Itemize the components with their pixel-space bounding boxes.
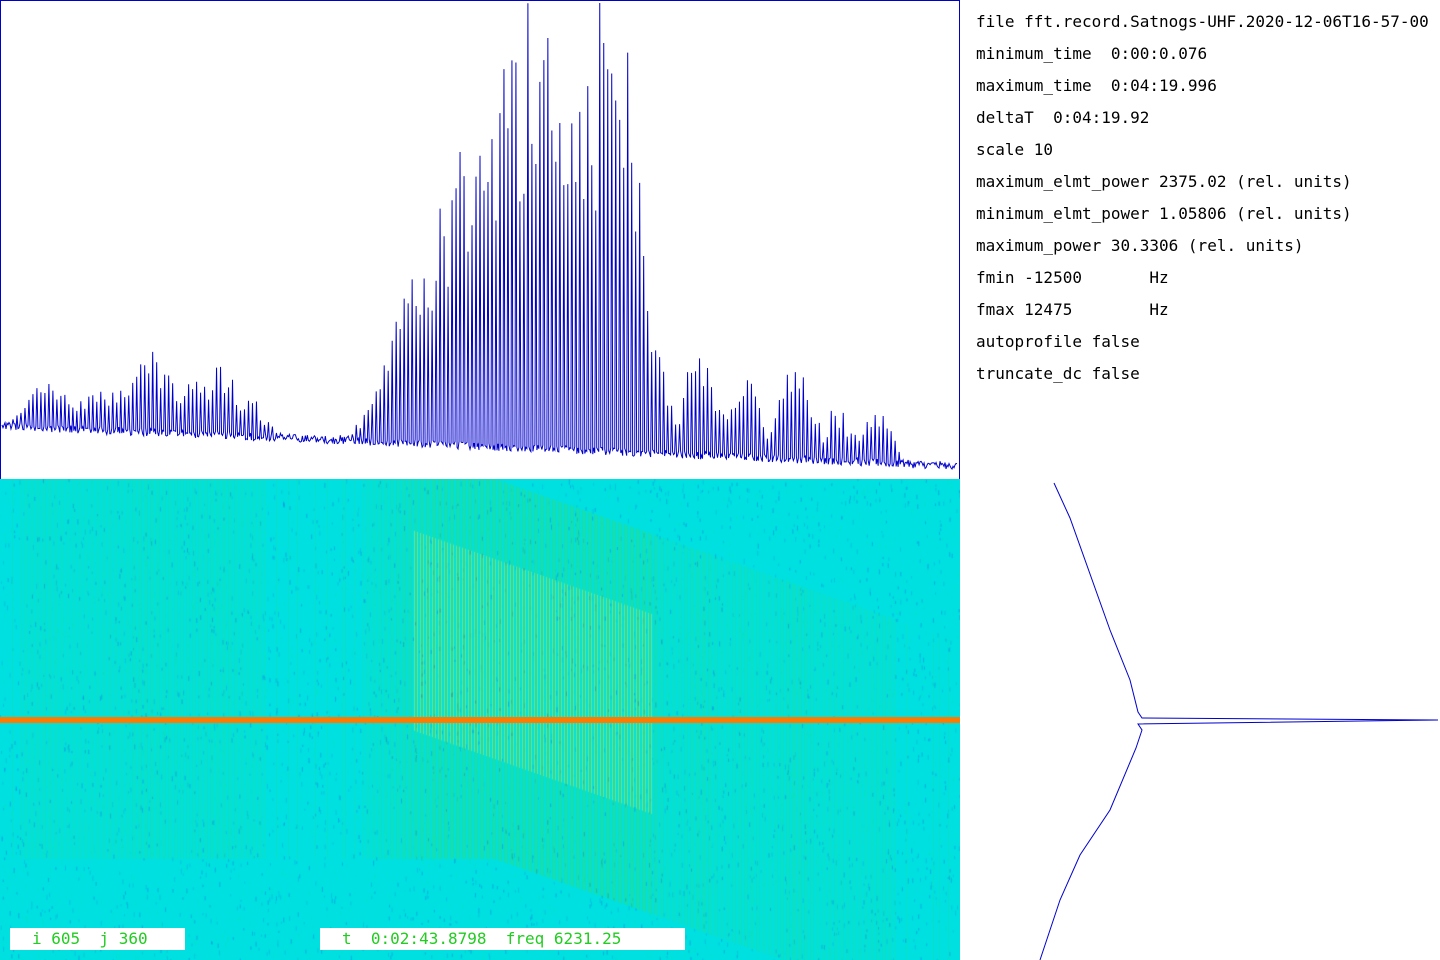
fmax: fmax 12475 Hz	[976, 300, 1169, 319]
time-cursor-line[interactable]	[0, 717, 960, 723]
spectrum-plot[interactable]	[0, 0, 960, 479]
maximum-time: maximum_time 0:04:19.996	[976, 76, 1217, 95]
maximum-elmt-power: maximum_elmt_power 2375.02 (rel. units)	[976, 172, 1352, 191]
autoprofile: autoprofile false	[976, 332, 1140, 351]
scale: scale 10	[976, 140, 1054, 159]
minimum-time: minimum_time 0:00:0.076	[976, 44, 1208, 63]
file-name: file fft.record.Satnogs-UHF.2020-12-06T1…	[976, 12, 1429, 31]
spectrum-trace	[1, 2, 958, 471]
minimum-elmt-power: minimum_elmt_power 1.05806 (rel. units)	[976, 204, 1352, 223]
fmin: fmin -12500 Hz	[976, 268, 1169, 287]
maximum-power: maximum_power 30.3306 (rel. units)	[976, 236, 1304, 255]
cursor-time-freq-readout: t 0:02:43.8798 freq 6231.25	[320, 928, 685, 950]
info-panel: file fft.record.Satnogs-UHF.2020-12-06T1…	[976, 10, 1440, 394]
cursor-index-readout: i 605 j 360	[10, 928, 185, 950]
time-profile-plot	[1039, 482, 1439, 960]
truncate-dc: truncate_dc false	[976, 364, 1140, 383]
time-profile-trace	[1039, 482, 1439, 960]
delta-t: deltaT 0:04:19.92	[976, 108, 1150, 127]
